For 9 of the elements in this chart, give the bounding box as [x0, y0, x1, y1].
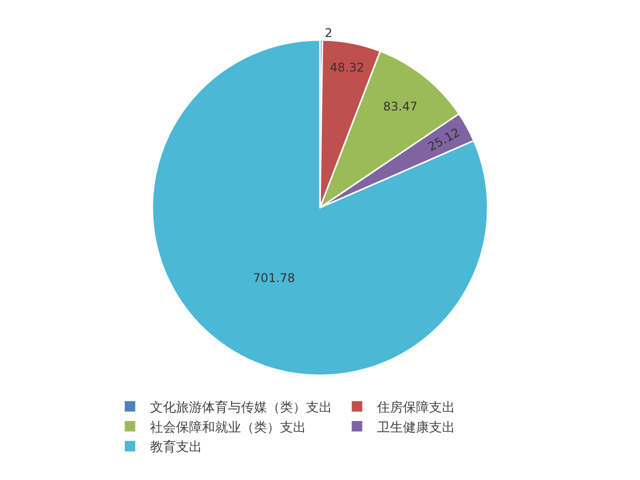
data-label: 701.78	[253, 270, 296, 285]
data-label: 83.47	[383, 100, 418, 114]
legend-label: 社会保障和就业（类）支出	[150, 420, 306, 436]
legend-label: 教育支出	[150, 439, 202, 456]
legend-label: 文化旅游体育与传媒（类）支出	[150, 399, 332, 416]
data-label: 2	[324, 26, 332, 40]
data-label: 48.32	[330, 60, 364, 75]
legend-label: 卫生健康支出	[377, 420, 455, 436]
legend-label: 住房保障支出	[376, 399, 455, 416]
